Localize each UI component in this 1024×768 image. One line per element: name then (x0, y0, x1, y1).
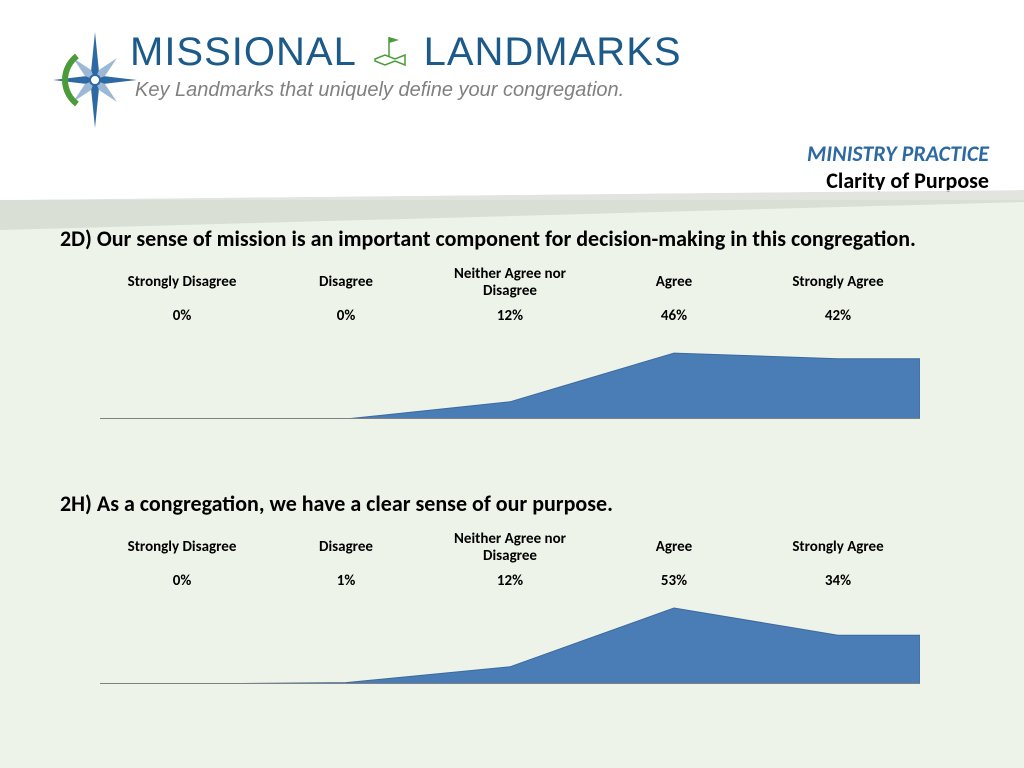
likert-col: Agree 46% (592, 265, 756, 325)
likert-row-2d: Strongly Disagree0%Disagree0%Neither Agr… (100, 265, 920, 325)
likert-label: Neither Agree nor Disagree (428, 265, 592, 301)
likert-value: 53% (592, 572, 756, 590)
likert-col: Strongly Agree 34% (756, 530, 920, 590)
question-2d: 2D) Our sense of mission is an important… (60, 225, 970, 424)
likert-label: Strongly Disagree (100, 530, 264, 566)
question-2h: 2H) As a congregation, we have a clear s… (60, 490, 970, 689)
map-flag-icon (371, 31, 407, 77)
likert-col: Disagree 0% (264, 265, 428, 325)
question-2d-code: 2D) (60, 225, 92, 252)
likert-label: Strongly Agree (756, 265, 920, 301)
question-2d-body: Our sense of mission is an important com… (97, 225, 916, 252)
area-chart-2h (100, 594, 920, 684)
likert-label: Neither Agree nor Disagree (428, 530, 592, 566)
likert-value: 0% (100, 307, 264, 325)
logo-tagline: Key Landmarks that uniquely define your … (135, 79, 682, 102)
likert-label: Disagree (264, 530, 428, 566)
likert-col: Neither Agree nor Disagree 12% (428, 530, 592, 590)
likert-value: 42% (756, 307, 920, 325)
question-2d-text: 2D) Our sense of mission is an important… (60, 225, 970, 253)
likert-value: 46% (592, 307, 756, 325)
logo-word2: LANDMARKS (424, 30, 682, 74)
ministry-practice-label: MINISTRY PRACTICE (807, 140, 989, 167)
compass-icon (50, 25, 140, 135)
likert-value: 12% (428, 307, 592, 325)
section-labels: MINISTRY PRACTICE Clarity of Purpose (807, 140, 989, 194)
likert-row-2h: Strongly Disagree 0%Disagree 1%Neither Agr… (100, 530, 920, 590)
likert-value: 12% (428, 572, 592, 590)
likert-value: 1% (264, 572, 428, 590)
likert-value: 34% (756, 572, 920, 590)
logo-title: MISSIONAL LANDMARKS (130, 30, 682, 77)
area-path (100, 353, 920, 419)
logo-word1: MISSIONAL (130, 30, 355, 74)
likert-col: Neither Agree nor Disagree 12% (428, 265, 592, 325)
likert-col: Disagree 1% (264, 530, 428, 590)
likert-col: Strongly Agree 42% (756, 265, 920, 325)
likert-value: 0% (100, 572, 264, 590)
logo: MISSIONAL LANDMARKS Key Landmarks that u… (60, 30, 682, 102)
likert-value: 0% (264, 307, 428, 325)
likert-col: Strongly Disagree 0% (100, 265, 264, 325)
question-2h-text: 2H) As a congregation, we have a clear s… (60, 490, 970, 518)
likert-label: Agree (592, 530, 756, 566)
likert-label: Strongly Agree (756, 530, 920, 566)
likert-label: Disagree (264, 265, 428, 301)
likert-col: Agree 53% (592, 530, 756, 590)
likert-label: Strongly Disagree (100, 265, 264, 301)
likert-col: Strongly Disagree 0% (100, 530, 264, 590)
likert-label: Agree (592, 265, 756, 301)
area-chart-2d (100, 329, 920, 419)
question-2h-body: As a congregation, we have a clear sense… (97, 490, 613, 517)
header-area: MISSIONAL LANDMARKS Key Landmarks that u… (0, 0, 1024, 200)
question-2h-code: 2H) (60, 490, 92, 517)
diagonal-divider (0, 190, 1024, 230)
area-path (100, 608, 920, 684)
